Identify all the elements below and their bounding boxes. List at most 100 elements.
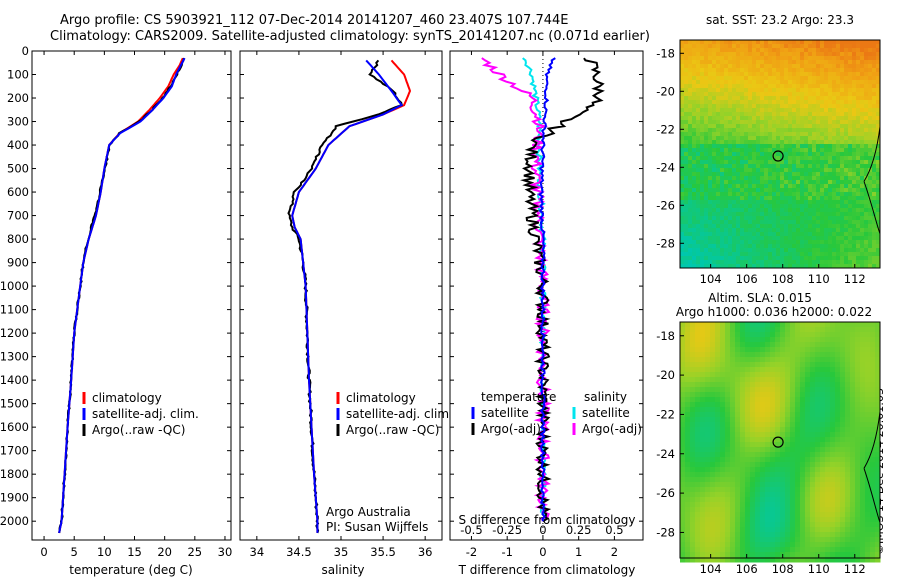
heatmap-cell (745, 427, 751, 433)
heatmap-cell (764, 172, 769, 177)
heatmap-cell (780, 427, 786, 433)
heatmap-cell (828, 236, 833, 241)
heatmap-cell (696, 84, 701, 89)
heatmap-cell (732, 100, 737, 105)
heatmap-cell (800, 342, 806, 348)
heatmap-cell (716, 60, 721, 65)
heatmap-cell (836, 156, 841, 161)
heatmap-cell (844, 180, 849, 185)
heatmap-cell (765, 427, 771, 433)
heatmap-cell (764, 160, 769, 165)
heatmap-cell (728, 44, 733, 49)
heatmap-cell (808, 148, 813, 153)
heatmap-cell (828, 108, 833, 113)
heatmap-cell (728, 132, 733, 137)
heatmap-cell (720, 72, 725, 77)
legend-label-temperature: climatology (92, 391, 162, 405)
heatmap-cell (695, 347, 701, 353)
heatmap-cell (748, 60, 753, 65)
heatmap-cell (745, 387, 751, 393)
heatmap-cell (705, 392, 711, 398)
heatmap-cell (808, 252, 813, 257)
heatmap-cell (824, 84, 829, 89)
heatmap-cell (792, 128, 797, 133)
heatmap-cell (795, 402, 801, 408)
heatmap-cell (864, 252, 869, 257)
heatmap-cell (744, 132, 749, 137)
heatmap-cell (825, 387, 831, 393)
heatmap-cell (768, 172, 773, 177)
heatmap-cell (784, 260, 789, 265)
heatmap-cell (820, 347, 826, 353)
heatmap-cell (688, 128, 693, 133)
heatmap-cell (860, 236, 865, 241)
heatmap-cell (796, 112, 801, 117)
heatmap-cell (816, 248, 821, 253)
heatmap-cell (812, 260, 817, 265)
heatmap-cell (760, 212, 765, 217)
heatmap-cell (872, 112, 877, 117)
heatmap-cell (680, 342, 686, 348)
heatmap-cell (772, 112, 777, 117)
heatmap-cell (720, 216, 725, 221)
heatmap-cell (795, 382, 801, 388)
map-y-tick-label: -18 (656, 46, 675, 60)
heatmap-cell (728, 88, 733, 93)
heatmap-cell (764, 120, 769, 125)
heatmap-cell (815, 402, 821, 408)
heatmap-cell (716, 68, 721, 73)
heatmap-cell (865, 482, 871, 488)
heatmap-cell (788, 76, 793, 81)
heatmap-cell (776, 76, 781, 81)
heatmap-cell (740, 407, 746, 413)
heatmap-cell (725, 402, 731, 408)
heatmap-cell (852, 264, 857, 269)
heatmap-cell (692, 140, 697, 145)
heatmap-cell (856, 116, 861, 121)
heatmap-cell (740, 108, 745, 113)
heatmap-cell (680, 542, 686, 548)
heatmap-cell (820, 72, 825, 77)
heatmap-cell (765, 527, 771, 533)
heatmap-cell (848, 132, 853, 137)
heatmap-cell (745, 447, 751, 453)
heatmap-cell (748, 184, 753, 189)
heatmap-cell (836, 100, 841, 105)
heatmap-cell (708, 236, 713, 241)
heatmap-cell (750, 552, 756, 558)
heatmap-cell (784, 196, 789, 201)
heatmap-cell (688, 236, 693, 241)
heatmap-cell (824, 164, 829, 169)
heatmap-cell (785, 337, 791, 343)
heatmap-cell (728, 108, 733, 113)
heatmap-cell (760, 407, 766, 413)
heatmap-cell (710, 402, 716, 408)
heatmap-cell (820, 507, 826, 513)
heatmap-cell (784, 116, 789, 121)
heatmap-cell (860, 427, 866, 433)
heatmap-cell (735, 502, 741, 508)
heatmap-cell (724, 248, 729, 253)
heatmap-cell (824, 124, 829, 129)
heatmap-cell (724, 168, 729, 173)
heatmap-cell (720, 248, 725, 253)
heatmap-cell (808, 192, 813, 197)
heatmap-cell (680, 457, 686, 463)
heatmap-cell (876, 60, 881, 65)
heatmap-cell (770, 447, 776, 453)
heatmap-cell (852, 100, 857, 105)
heatmap-cell (852, 108, 857, 113)
heatmap-cell (736, 208, 741, 213)
heatmap-cell (708, 252, 713, 257)
heatmap-cell (680, 452, 686, 458)
heatmap-cell (840, 377, 846, 383)
heatmap-cell (792, 52, 797, 57)
heatmap-cell (870, 422, 876, 428)
heatmap-cell (750, 507, 756, 513)
heatmap-cell (680, 140, 685, 145)
heatmap-cell (745, 322, 751, 328)
heatmap-cell (796, 100, 801, 105)
heatmap-cell (792, 136, 797, 141)
heatmap-cell (744, 48, 749, 53)
heatmap-cell (776, 184, 781, 189)
